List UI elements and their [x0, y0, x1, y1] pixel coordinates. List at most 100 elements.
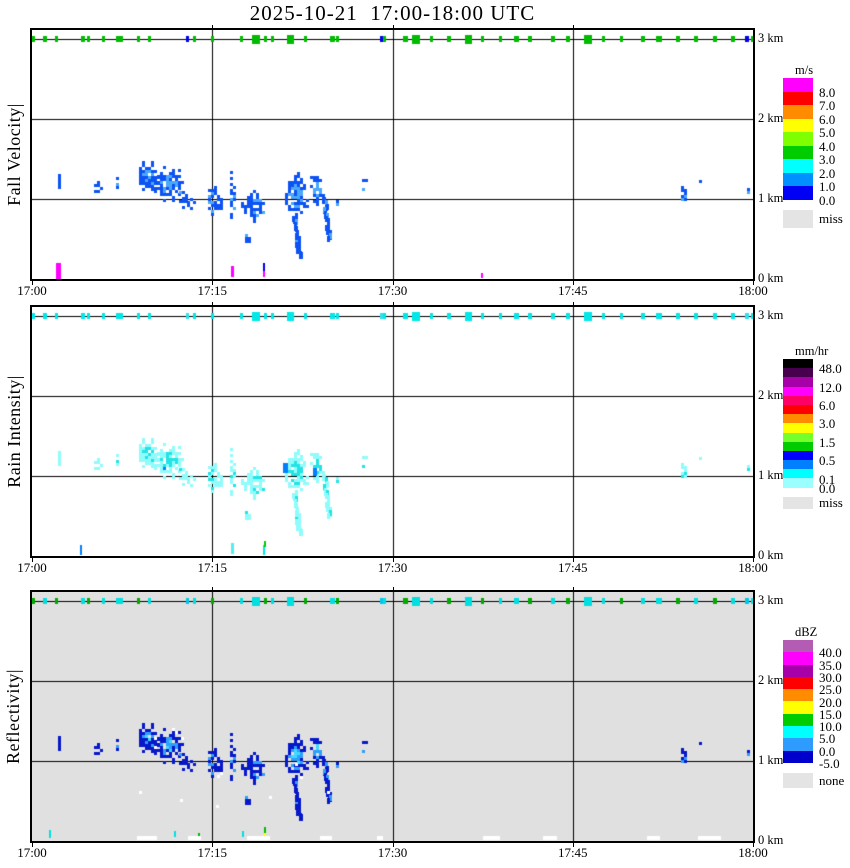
height-label: 2 km	[758, 111, 784, 125]
legend-tick-label: 7.0	[819, 98, 836, 113]
x-tick-mark	[212, 843, 214, 847]
x-tick-label: 18:00	[738, 845, 768, 860]
legend-tick-label: 1.0	[819, 179, 836, 194]
height-label: 0 km	[758, 833, 784, 847]
x-tick-mark	[753, 843, 754, 847]
legend-tick-label: -5.0	[819, 756, 840, 771]
height-label: 3 km	[758, 31, 784, 45]
legend-tick-label: 48.0	[819, 361, 842, 377]
legend-swatch	[783, 118, 813, 132]
y-axis-label-rain-intensity: Rain Intensity|	[3, 375, 24, 488]
panel-rain-intensity	[30, 305, 755, 558]
legend-swatch	[783, 701, 813, 714]
legend-swatch	[783, 423, 813, 433]
legend-swatch	[783, 689, 813, 702]
x-tick-mark-top	[212, 302, 214, 305]
legend-swatch	[783, 676, 813, 690]
x-tick-mark-top	[572, 587, 574, 590]
x-tick-mark	[572, 281, 574, 285]
x-tick-mark	[392, 843, 394, 847]
legend-swatch	[783, 478, 813, 488]
y-axis-label-reflectivity: Reflectivity|	[3, 668, 24, 765]
legend-missing-label: miss	[819, 210, 843, 226]
height-label: 3 km	[758, 308, 784, 322]
legend-unit-label: m/s	[795, 63, 814, 77]
legend-swatch	[783, 640, 813, 653]
legend-swatch	[783, 105, 813, 119]
x-tick-label: 17:30	[377, 560, 408, 575]
legend-tick-label: 0.0	[819, 480, 836, 496]
x-tick-mark-top	[392, 302, 394, 305]
x-tick-mark	[572, 843, 574, 847]
x-tick-label: 17:30	[377, 283, 408, 298]
legend-tick-label: 15.0	[819, 706, 842, 722]
legend-swatch	[783, 664, 813, 677]
legend-swatch	[783, 377, 813, 387]
legend-swatch	[783, 738, 813, 751]
height-label: 1 km	[758, 191, 784, 205]
legend-fall-velocity: m/s 8.0 7.0 6.0 5.0 4.0 3.0 2.0 1.0 0.0 miss	[783, 63, 843, 228]
legend-tick-label: 0.0	[819, 743, 836, 759]
legend-tick-label: 20.0	[819, 694, 842, 710]
legend-swatch	[783, 172, 813, 186]
page-title: 2025-10-21 17:00-18:00 UTC	[249, 1, 536, 25]
x-tick-mark-top	[572, 25, 574, 28]
legend-tick-label: 3.0	[819, 416, 836, 432]
rain-intensity-plot	[32, 307, 753, 556]
legend-reflectivity: dBZ 40.0 35.0 30.0 25.0 20.0 15.0 10.0 5.0 0.0 -5.…	[783, 625, 844, 788]
x-tick-mark	[572, 558, 574, 562]
legend-swatch	[783, 395, 813, 405]
reflectivity-plot	[32, 592, 753, 841]
x-tick-mark	[32, 281, 33, 285]
legend-unit-label: mm/hr	[795, 344, 829, 358]
legend-swatch	[783, 414, 813, 424]
legend-tick-label: 2.0	[819, 165, 836, 181]
x-tick-mark	[392, 558, 394, 562]
x-tick-label: 17:45	[557, 560, 588, 575]
legend-swatch	[783, 441, 813, 451]
legend-tick-label: 1.5	[819, 434, 836, 450]
legend-tick-label: 0.5	[819, 453, 836, 469]
legend-swatch	[783, 132, 813, 146]
height-label: 3 km	[758, 593, 784, 607]
legend-swatch	[783, 726, 813, 739]
x-tick-label: 17:15	[197, 845, 228, 860]
x-tick-mark	[392, 281, 394, 285]
legend-swatch	[783, 432, 813, 442]
height-label: 2 km	[758, 673, 784, 687]
height-label: 0 km	[758, 271, 784, 285]
x-tick-mark-top	[392, 25, 394, 28]
legend-tick-label: 8.0	[819, 84, 836, 100]
legend-tick-label: 5.0	[819, 125, 836, 140]
legend-swatch	[783, 652, 813, 665]
legend-tick-label: 6.0	[819, 111, 836, 127]
legend-swatch	[783, 145, 813, 159]
legend-swatch	[783, 78, 813, 92]
x-tick-label: 18:00	[738, 560, 768, 575]
x-tick-mark	[753, 281, 754, 285]
x-tick-mark	[32, 843, 33, 847]
legend-tick-label: 6.0	[819, 398, 836, 413]
x-tick-mark-top	[212, 587, 214, 590]
x-tick-label: 17:45	[557, 845, 588, 860]
height-label: 2 km	[758, 388, 784, 402]
legend-tick-label: 3.0	[819, 152, 836, 167]
x-tick-mark-top	[392, 587, 394, 590]
legend-missing-label: none	[819, 772, 845, 788]
y-axis-label-fall-velocity: Fall Velocity|	[3, 103, 24, 206]
legend-missing-swatch	[783, 773, 813, 788]
legend-swatch	[783, 460, 813, 470]
legend-missing-swatch	[783, 496, 813, 509]
x-tick-label: 17:00	[17, 560, 47, 575]
legend-tick-label: 10.0	[819, 719, 842, 735]
x-tick-mark-top	[212, 25, 214, 28]
legend-tick-label: 40.0	[819, 645, 842, 661]
legend-tick-label: 12.0	[819, 379, 842, 395]
legend-tick-label: 25.0	[819, 682, 842, 698]
legend-unit-label: dBZ	[795, 625, 818, 639]
legend-swatch	[783, 368, 813, 378]
x-tick-label: 17:00	[17, 283, 47, 298]
legend-swatch	[783, 359, 813, 369]
x-tick-mark	[32, 558, 33, 562]
